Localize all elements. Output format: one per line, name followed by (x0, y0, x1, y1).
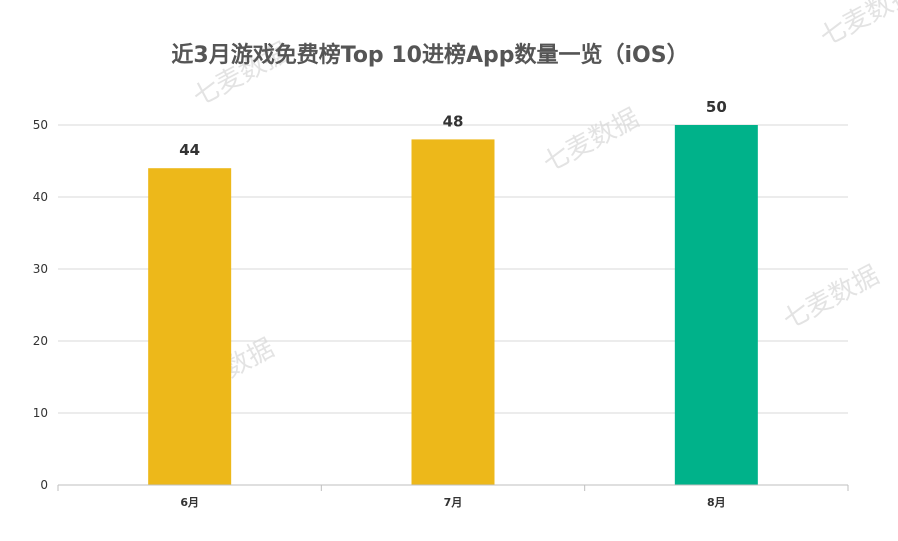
bars-group (148, 125, 758, 485)
watermark-text: 七麦数据 (815, 0, 898, 53)
x-axis: 6月 7月 8月 (57, 484, 849, 509)
value-labels-group: 44 48 50 (179, 98, 727, 159)
y-tick-label: 0 (40, 478, 48, 492)
x-tick-label: 7月 (444, 496, 463, 509)
x-tick-label: 8月 (707, 496, 726, 509)
data-label: 44 (179, 141, 200, 159)
y-tick-label: 10 (33, 406, 48, 420)
watermark-text: 七麦数据 (778, 260, 884, 335)
y-axis-ticks: 0 10 20 30 40 50 (33, 118, 48, 492)
y-tick-label: 50 (33, 118, 48, 132)
bar-3 (674, 125, 758, 485)
x-tick-label: 6月 (180, 496, 199, 509)
y-tick-label: 20 (33, 334, 48, 348)
bar-1 (148, 168, 232, 485)
data-label: 50 (706, 98, 727, 116)
y-tick-label: 40 (33, 190, 48, 204)
y-tick-label: 30 (33, 262, 48, 276)
watermark-text: 七麦数据 (538, 103, 644, 178)
chart-title: 近3月游戏免费榜Top 10进榜App数量一览（iOS） (171, 42, 688, 68)
bar-2 (411, 139, 495, 485)
data-label: 48 (443, 112, 464, 130)
